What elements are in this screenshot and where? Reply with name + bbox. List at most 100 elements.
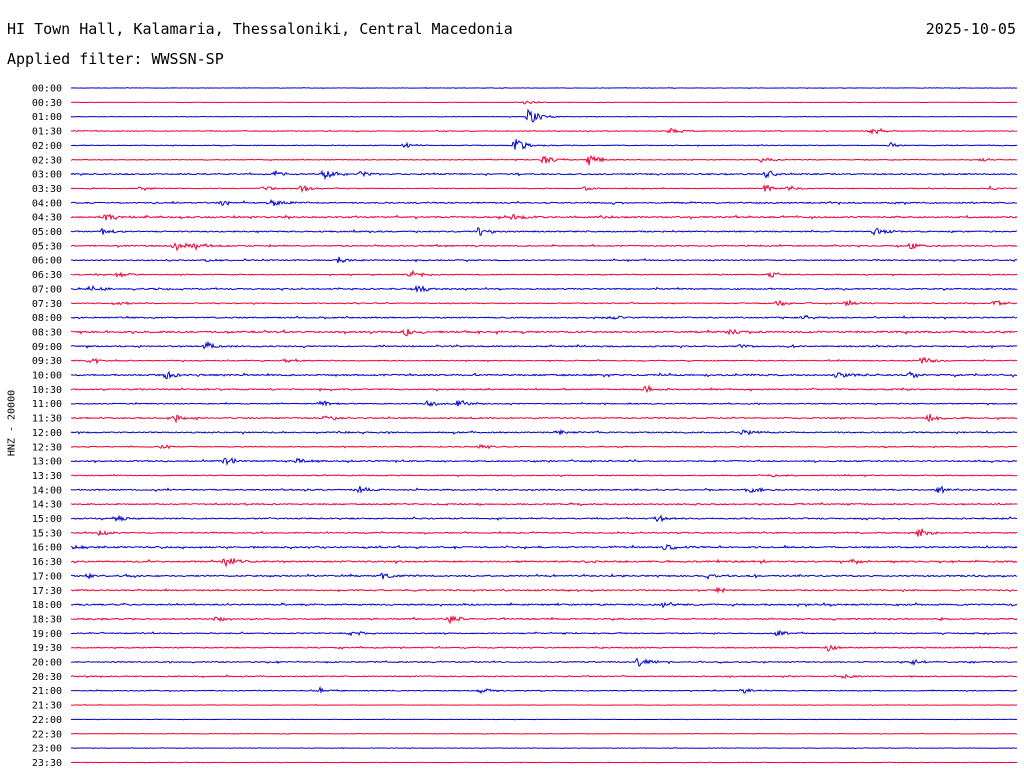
trace-row xyxy=(70,732,1018,735)
trace-row xyxy=(70,601,1018,609)
trace-row xyxy=(70,213,1018,221)
trace-row xyxy=(70,528,1018,537)
row-label: 21:00 xyxy=(32,686,62,697)
trace-row xyxy=(71,370,1018,380)
row-label: 21:30 xyxy=(32,701,62,712)
trace-row xyxy=(70,242,1018,252)
row-label: 10:30 xyxy=(32,385,62,396)
trace-row xyxy=(71,100,1018,105)
trace-row xyxy=(70,718,1018,721)
trace-row xyxy=(70,558,1018,568)
date-label: 2025-10-05 xyxy=(925,20,1016,38)
trace-row xyxy=(70,184,1018,194)
row-label: 02:30 xyxy=(32,155,62,166)
trace-row xyxy=(70,356,1018,365)
row-label: 23:00 xyxy=(32,744,62,755)
row-label: 18:00 xyxy=(32,600,62,611)
row-label: 22:00 xyxy=(32,715,62,726)
trace-row xyxy=(70,685,1018,695)
row-label: 00:30 xyxy=(32,98,62,109)
row-label: 16:00 xyxy=(32,543,62,554)
row-label: 14:00 xyxy=(32,485,62,496)
trace-row xyxy=(70,269,1018,279)
trace-row xyxy=(70,572,1018,580)
trace-row xyxy=(70,328,1018,337)
trace-row xyxy=(70,169,1018,181)
trace-row xyxy=(70,86,1018,90)
row-labels: 00:00 00:30 01:00 01:30 02:00 02:30 03:00 03:30… xyxy=(32,84,62,769)
filter-label: Applied filter: WWSSN-SP xyxy=(7,50,224,68)
trace-row xyxy=(70,629,1018,637)
trace-row xyxy=(70,298,1018,307)
trace-row xyxy=(70,544,1018,551)
row-label: 06:00 xyxy=(32,256,62,267)
trace-row xyxy=(70,501,1018,507)
row-label: 17:00 xyxy=(32,571,62,582)
row-label: 08:30 xyxy=(32,327,62,338)
row-label: 07:30 xyxy=(32,299,62,310)
row-label: 04:00 xyxy=(32,198,62,209)
row-label: 20:30 xyxy=(32,672,62,683)
station-title: HI Town Hall, Kalamaria, Thessaloniki, C… xyxy=(7,20,513,38)
row-label: 06:30 xyxy=(32,270,62,281)
trace-row xyxy=(70,644,1018,652)
row-label: 13:00 xyxy=(32,457,62,468)
row-label: 10:00 xyxy=(32,371,62,382)
row-label: 03:00 xyxy=(32,170,62,181)
row-label: 05:30 xyxy=(32,241,62,252)
trace-row xyxy=(70,384,1018,394)
row-label: 14:30 xyxy=(32,500,62,511)
trace-row xyxy=(70,340,1018,350)
row-label: 13:30 xyxy=(32,471,62,482)
row-label: 02:00 xyxy=(32,141,62,152)
trace-row xyxy=(70,227,1018,236)
trace-row xyxy=(70,657,1018,667)
trace-lines xyxy=(70,86,1018,764)
trace-row xyxy=(70,673,1018,679)
row-label: 18:30 xyxy=(32,614,62,625)
row-label: 08:00 xyxy=(32,313,62,324)
row-label: 01:30 xyxy=(32,127,62,138)
trace-row xyxy=(70,413,1018,424)
trace-row xyxy=(70,127,1018,135)
trace-row xyxy=(70,198,1018,206)
trace-row xyxy=(70,443,1018,450)
row-label: 23:30 xyxy=(32,758,62,769)
row-label: 12:00 xyxy=(32,428,62,439)
row-label: 20:00 xyxy=(32,658,62,669)
row-label: 01:00 xyxy=(32,112,62,123)
trace-row xyxy=(70,108,1018,123)
row-label: 00:00 xyxy=(32,84,62,95)
row-label: 11:00 xyxy=(32,399,62,410)
trace-row xyxy=(70,457,1018,466)
row-label: 15:30 xyxy=(32,528,62,539)
row-label: 09:00 xyxy=(32,342,62,353)
row-label: 05:00 xyxy=(32,227,62,238)
trace-row xyxy=(70,314,1018,320)
trace-row xyxy=(70,284,1018,294)
trace-row xyxy=(70,139,1018,150)
row-label: 15:00 xyxy=(32,514,62,525)
row-label: 07:00 xyxy=(32,284,62,295)
trace-row xyxy=(70,761,1018,764)
trace-row xyxy=(70,485,1018,495)
row-label: 12:30 xyxy=(32,442,62,453)
trace-row xyxy=(70,614,1018,625)
trace-row xyxy=(70,399,1018,408)
row-label: 03:30 xyxy=(32,184,62,195)
trace-row xyxy=(70,473,1018,478)
trace-row xyxy=(70,704,1018,707)
trace-row xyxy=(70,256,1018,264)
trace-row xyxy=(70,586,1018,595)
trace-row xyxy=(70,154,1018,166)
row-label: 09:30 xyxy=(32,356,62,367)
row-label: 17:30 xyxy=(32,586,62,597)
row-label: 04:30 xyxy=(32,213,62,224)
row-label: 19:30 xyxy=(32,643,62,654)
trace-row xyxy=(70,428,1018,436)
trace-row xyxy=(70,747,1018,750)
row-label: 16:30 xyxy=(32,557,62,568)
row-label: 11:30 xyxy=(32,414,62,425)
row-label: 22:30 xyxy=(32,729,62,740)
